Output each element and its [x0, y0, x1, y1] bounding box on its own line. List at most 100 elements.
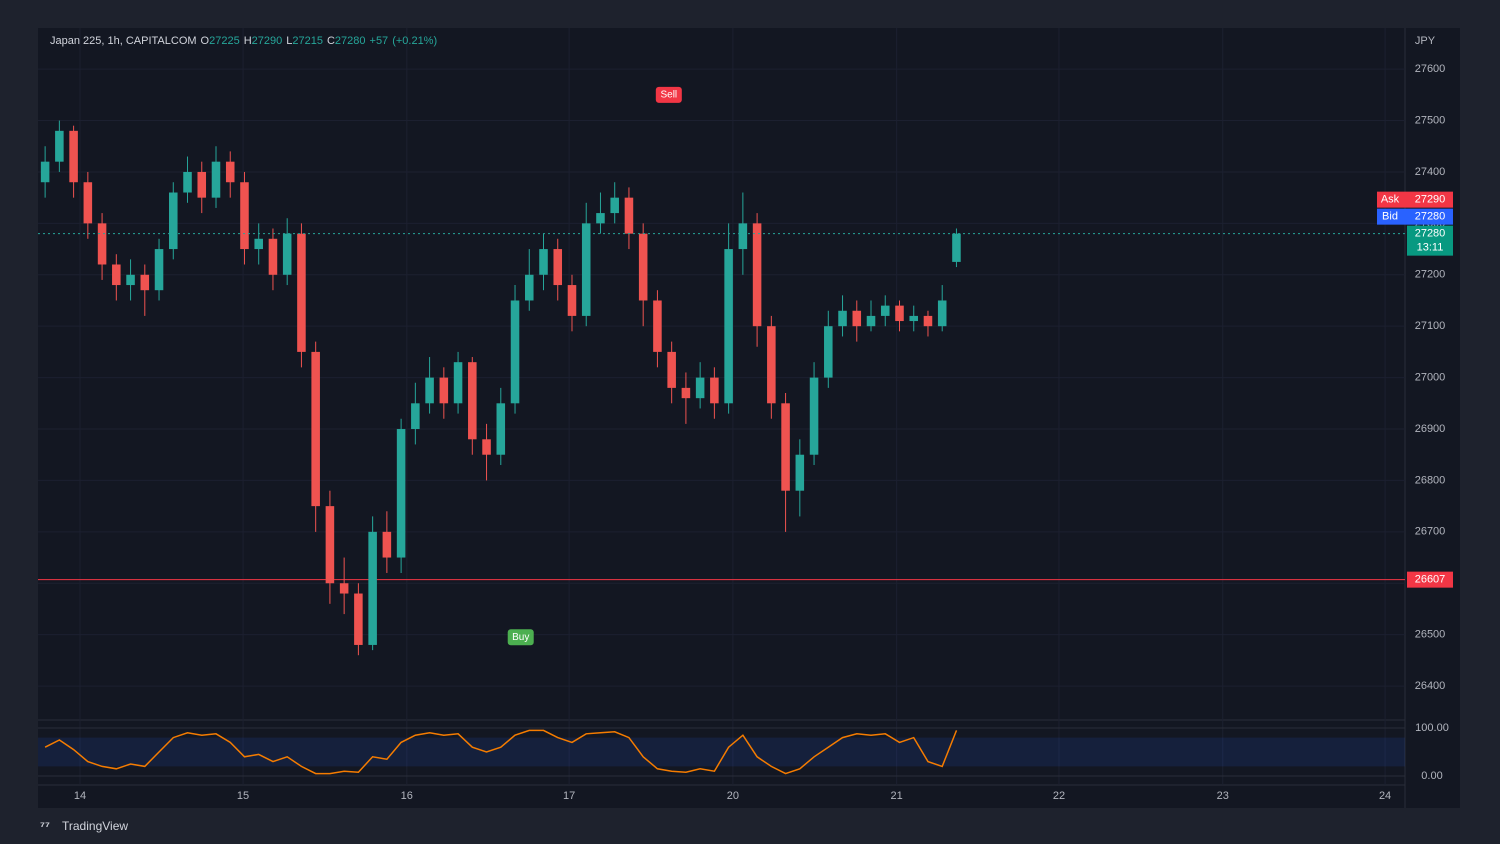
candle-body — [952, 233, 961, 262]
y-tick-label: 27400 — [1415, 166, 1446, 178]
candle-body — [752, 223, 762, 327]
candle-body — [895, 305, 904, 322]
ask-label: Ask — [1381, 194, 1400, 206]
candle-body — [339, 583, 349, 594]
osc-tick-label: 0.00 — [1421, 770, 1442, 782]
y-tick-label: 27200 — [1415, 269, 1446, 281]
x-tick-label: 15 — [237, 790, 249, 802]
candle-body — [824, 326, 833, 378]
candle-body — [767, 326, 776, 404]
candle-body — [624, 197, 634, 234]
x-tick-label: 22 — [1053, 790, 1065, 802]
candle-body — [681, 387, 691, 399]
candle-body — [396, 429, 406, 558]
x-tick-label: 21 — [891, 790, 903, 802]
candle-body — [610, 197, 619, 214]
current-price-tag — [1407, 225, 1453, 256]
candle-body — [553, 249, 563, 286]
candle-body — [695, 377, 705, 399]
candle-body — [55, 130, 64, 162]
current-price-label: 27280 — [1415, 228, 1446, 240]
high-value: 27290 — [252, 35, 283, 47]
y-tick-label: 26400 — [1415, 680, 1446, 692]
plot-background — [38, 28, 1460, 808]
candle-body — [439, 377, 449, 404]
candle-body — [524, 274, 534, 301]
signal-label: Buy — [512, 632, 529, 643]
bid-label: Bid — [1382, 211, 1398, 223]
osc-tick-label: 100.00 — [1415, 722, 1449, 734]
bid-value: 27280 — [1415, 211, 1446, 223]
level-label: 26607 — [1415, 574, 1446, 586]
y-tick-label: 26800 — [1415, 474, 1446, 486]
candle-body — [83, 182, 93, 224]
candle-body — [97, 223, 107, 265]
y-tick-label: 26700 — [1415, 526, 1446, 538]
candle-body — [510, 300, 520, 404]
candle-body — [653, 300, 662, 352]
candle-body — [268, 238, 278, 275]
candle-body — [154, 249, 164, 291]
candle-body — [809, 377, 819, 455]
candle-body — [468, 362, 477, 440]
candle-body — [453, 362, 463, 404]
close-value: 27280 — [335, 35, 366, 47]
change-pct: (+0.21%) — [392, 35, 437, 47]
x-tick-label: 17 — [563, 790, 575, 802]
x-tick-label: 14 — [74, 790, 86, 802]
bid-tag — [1377, 208, 1453, 225]
candle-body — [581, 223, 591, 316]
candle-body — [866, 315, 876, 327]
candle-body — [724, 249, 733, 404]
y-tick-label: 26500 — [1415, 629, 1446, 641]
signal-marker — [507, 629, 534, 646]
x-tick-label: 24 — [1379, 790, 1391, 802]
candle-body — [368, 531, 377, 645]
candle-body — [197, 171, 207, 198]
brand: TradingView — [62, 819, 128, 833]
header: Japan 225, 1h, CAPITALCOM O27225 H27290 L27… — [50, 35, 437, 47]
y-tick-label: 27000 — [1415, 372, 1446, 384]
open-value: 27225 — [209, 35, 240, 47]
signal-label: Sell — [660, 89, 677, 100]
close-label: C — [327, 35, 335, 47]
candle-body — [539, 249, 548, 275]
candle-body — [140, 274, 150, 291]
candle-body — [225, 161, 235, 183]
candle-body — [112, 264, 121, 286]
candle-body — [40, 161, 50, 183]
candle-body — [638, 233, 648, 301]
candle-body — [781, 403, 790, 491]
candle-body — [795, 454, 805, 491]
candle-body — [211, 161, 221, 198]
candle-body — [496, 403, 506, 455]
y-tick-label: 26900 — [1415, 423, 1446, 435]
candle-body — [411, 403, 420, 430]
oscillator-line — [44, 729, 958, 775]
candle-body — [69, 130, 78, 183]
candle-body — [852, 310, 862, 327]
candle-body — [738, 223, 748, 250]
candle-body — [909, 315, 919, 322]
candle-body — [880, 305, 890, 316]
candle-body — [183, 171, 192, 193]
candle-body — [937, 300, 947, 327]
y-tick-label: 27600 — [1415, 63, 1446, 75]
brand-logo: ⁷⁷ — [40, 819, 50, 833]
x-tick-label: 20 — [727, 790, 739, 802]
candle-body — [169, 192, 178, 250]
candle-body — [710, 377, 719, 404]
candle-body — [311, 351, 320, 507]
candle-body — [596, 213, 605, 224]
y-tick-label: 27100 — [1415, 320, 1446, 332]
countdown: 13:11 — [1417, 242, 1444, 254]
candle-body — [838, 310, 847, 327]
candle-body — [923, 315, 933, 327]
price-unit: JPY — [1415, 35, 1436, 47]
low-label: L — [286, 35, 292, 47]
x-tick-label: 16 — [401, 790, 413, 802]
change: +57 — [370, 35, 389, 47]
candle-body — [126, 274, 135, 286]
